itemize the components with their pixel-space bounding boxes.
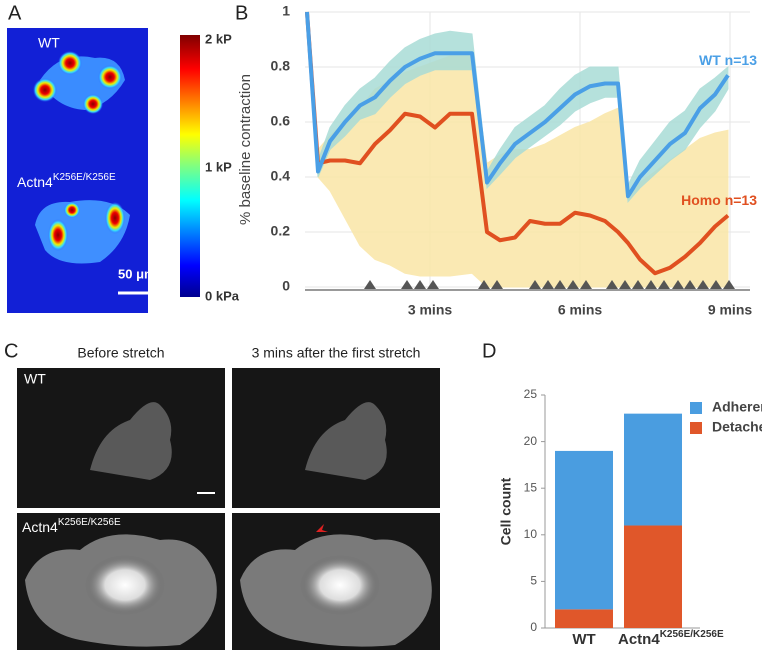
- x-tick-label: 9 mins: [708, 302, 753, 318]
- legend-label: Adherent: [712, 399, 762, 415]
- scale-bar-label: 50 μm: [118, 266, 156, 281]
- series-label: Homo n=13: [681, 192, 757, 208]
- category-name: Actn4: [618, 631, 660, 648]
- event-marker: [542, 280, 554, 289]
- event-marker: [427, 280, 439, 289]
- colorbar: [180, 35, 200, 297]
- y-tick-label: 0: [282, 278, 290, 294]
- series-line: [305, 11, 730, 276]
- colorbar-label: 2 kP: [205, 31, 232, 46]
- legend-swatch: [690, 422, 702, 434]
- event-marker: [672, 280, 684, 289]
- event-marker: [529, 280, 541, 289]
- bar: [555, 609, 613, 628]
- event-marker: [697, 280, 709, 289]
- colorbar-label: 0 kPa: [205, 288, 240, 303]
- panel-label: D: [482, 340, 496, 362]
- y-tick-label: 0.6: [271, 113, 291, 129]
- column-title: Before stretch: [77, 345, 164, 361]
- panel-label: A: [8, 2, 22, 24]
- map-label: Actn4K256E/K256E: [17, 172, 116, 190]
- event-marker: [619, 280, 631, 289]
- x-tick-label: Actn4K256E/K256E: [618, 629, 724, 648]
- x-tick-label: 3 mins: [408, 302, 453, 318]
- y-tick-label: 5: [530, 574, 537, 588]
- y-tick-label: 25: [524, 387, 538, 401]
- event-marker: [567, 280, 579, 289]
- event-marker: [580, 280, 592, 289]
- event-marker: [645, 280, 657, 289]
- event-marker: [491, 280, 503, 289]
- x-tick-label: 6 mins: [558, 302, 603, 318]
- row-label: WT: [24, 371, 46, 387]
- y-tick-label: 1: [282, 3, 290, 19]
- event-marker: [414, 280, 426, 289]
- event-marker: [723, 280, 735, 289]
- panel-label: C: [4, 340, 18, 362]
- legend-swatch: [690, 402, 702, 414]
- series-label: WT n=13: [699, 52, 757, 68]
- event-marker: [364, 280, 376, 289]
- category-superscript: K256E/K256E: [660, 629, 724, 640]
- y-axis-label: % baseline contraction: [237, 74, 254, 225]
- event-marker: [710, 280, 722, 289]
- bar: [555, 450, 613, 610]
- panel-label: B: [235, 2, 248, 24]
- column-title: 3 mins after the first stretch: [252, 345, 421, 361]
- event-marker: [606, 280, 618, 289]
- y-tick-label: 0.4: [271, 168, 291, 184]
- event-marker: [401, 280, 413, 289]
- y-tick-label: 10: [524, 527, 538, 541]
- y-tick-label: 15: [524, 480, 538, 494]
- bar: [624, 413, 682, 526]
- bar: [624, 525, 682, 628]
- event-marker: [478, 280, 490, 289]
- traction-map: WT Actn4K256E/K256E 50 μm: [7, 28, 156, 313]
- series-line: [305, 11, 730, 199]
- event-marker: [658, 280, 670, 289]
- row-label: Actn4K256E/K256E: [22, 517, 121, 535]
- event-marker: [684, 280, 696, 289]
- micrograph: WT Actn4K256E/K256E: [17, 368, 440, 650]
- x-tick-label: WT: [572, 631, 595, 648]
- event-marker: [632, 280, 644, 289]
- event-marker: [554, 280, 566, 289]
- y-tick-label: 20: [524, 434, 538, 448]
- legend-label: Detached: [712, 419, 762, 435]
- category-name: WT: [572, 631, 595, 648]
- y-tick-label: 0.8: [271, 58, 291, 74]
- y-tick-label: 0: [530, 620, 537, 634]
- colorbar-label: 1 kP: [205, 159, 232, 174]
- map-label: WT: [38, 35, 60, 51]
- y-tick-label: 0.2: [271, 223, 291, 239]
- y-axis-label: Cell count: [498, 477, 514, 545]
